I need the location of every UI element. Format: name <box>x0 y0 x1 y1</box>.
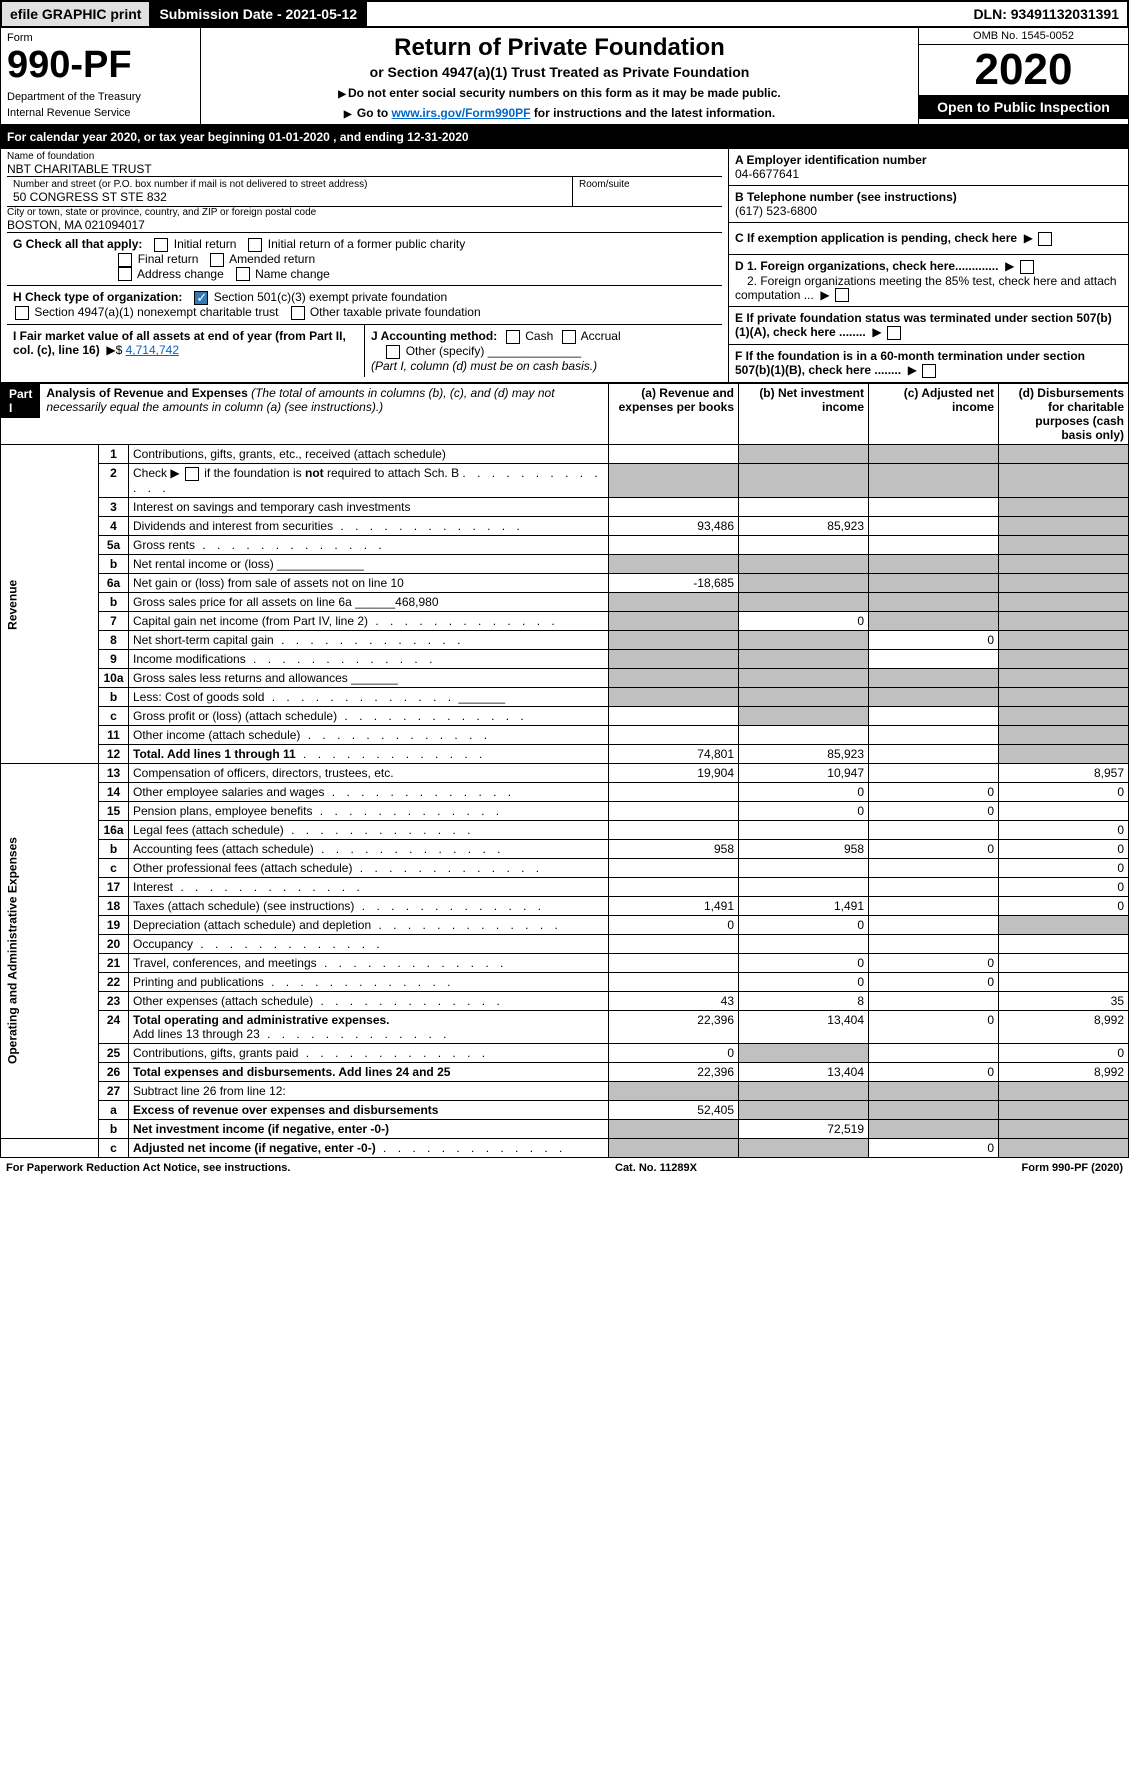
address-section: Name of foundation NBT CHARITABLE TRUST … <box>1 149 728 382</box>
form-number: 990-PF <box>7 44 194 87</box>
expenses-label: Operating and Administrative Expenses <box>1 763 99 1138</box>
phone-label: B Telephone number (see instructions) <box>735 190 957 204</box>
ein: 04-6677641 <box>735 167 799 181</box>
section-d1: D 1. Foreign organizations, check here..… <box>735 259 998 273</box>
foundation-name: NBT CHARITABLE TRUST <box>7 162 722 176</box>
dept-treasury: Department of the Treasury <box>7 91 194 103</box>
exemption-pending-checkbox[interactable] <box>1038 232 1052 246</box>
address-change-checkbox[interactable] <box>118 267 132 281</box>
accrual-checkbox[interactable] <box>562 330 576 344</box>
dln: DLN: 93491132031391 <box>965 2 1127 26</box>
tax-year: 2020 <box>919 45 1128 95</box>
irs-link[interactable]: www.irs.gov/Form990PF <box>392 106 531 120</box>
city-label: City or town, state or province, country… <box>7 207 722 218</box>
privacy-notice: Do not enter social security numbers on … <box>211 86 908 100</box>
name-change-checkbox[interactable] <box>236 267 250 281</box>
section-j: J Accounting method: Cash Accrual Other … <box>364 325 722 377</box>
status-terminated-checkbox[interactable] <box>887 326 901 340</box>
phone: (617) 523-6800 <box>735 204 817 218</box>
col-d-header: (d) Disbursements for charitable purpose… <box>999 384 1129 445</box>
cat-no: Cat. No. 11289X <box>615 1162 697 1174</box>
other-method-checkbox[interactable] <box>386 345 400 359</box>
irs-label: Internal Revenue Service <box>7 107 194 119</box>
section-g: G Check all that apply: Initial return I… <box>7 233 722 286</box>
instructions-notice: Go to www.irs.gov/Form990PF for instruct… <box>211 106 908 120</box>
sch-b-checkbox[interactable] <box>185 467 199 481</box>
section-d2: 2. Foreign organizations meeting the 85%… <box>735 274 1117 302</box>
room-label: Room/suite <box>579 179 716 190</box>
calendar-year: For calendar year 2020, or tax year begi… <box>0 125 1129 149</box>
section-h: H Check type of organization: Section 50… <box>7 286 722 325</box>
foreign-85-checkbox[interactable] <box>835 288 849 302</box>
col-b-header: (b) Net investment income <box>739 384 869 445</box>
part1-label: Part I <box>1 384 40 418</box>
header-left: Form 990-PF Department of the Treasury I… <box>1 28 201 124</box>
name-label: Name of foundation <box>7 151 722 162</box>
top-bar: efile GRAPHIC print Submission Date - 20… <box>0 0 1129 28</box>
initial-former-checkbox[interactable] <box>248 238 262 252</box>
omb-number: OMB No. 1545-0052 <box>919 28 1128 45</box>
street-address: 50 CONGRESS ST STE 832 <box>13 190 566 204</box>
submission-date: Submission Date - 2021-05-12 <box>151 2 367 26</box>
section-f: F If the foundation is in a 60-month ter… <box>735 349 1085 377</box>
section-i: I Fair market value of all assets at end… <box>7 325 364 377</box>
city-state-zip: BOSTON, MA 021094017 <box>7 218 722 232</box>
form-label: Form <box>7 32 194 44</box>
section-c: C If exemption application is pending, c… <box>735 231 1017 245</box>
header-right: OMB No. 1545-0052 2020 Open to Public In… <box>918 28 1128 124</box>
entity-block: Name of foundation NBT CHARITABLE TRUST … <box>0 149 1129 383</box>
paperwork-notice: For Paperwork Reduction Act Notice, see … <box>6 1162 290 1174</box>
part1-title: Analysis of Revenue and Expenses <box>46 386 247 400</box>
open-to-public: Open to Public Inspection <box>919 95 1128 119</box>
section-e: E If private foundation status was termi… <box>735 311 1112 339</box>
col-c-header: (c) Adjusted net income <box>869 384 999 445</box>
form-header: Form 990-PF Department of the Treasury I… <box>0 28 1129 125</box>
fmv-link[interactable]: 4,714,742 <box>126 343 179 357</box>
ein-label: A Employer identification number <box>735 153 927 167</box>
part1-table: Part I Analysis of Revenue and Expenses … <box>0 383 1129 1158</box>
form-title: Return of Private Foundation <box>211 34 908 62</box>
cash-checkbox[interactable] <box>506 330 520 344</box>
final-return-checkbox[interactable] <box>118 253 132 267</box>
foreign-org-checkbox[interactable] <box>1020 260 1034 274</box>
initial-return-checkbox[interactable] <box>154 238 168 252</box>
efile-button[interactable]: efile GRAPHIC print <box>2 2 151 26</box>
60month-checkbox[interactable] <box>922 364 936 378</box>
header-mid: Return of Private Foundation or Section … <box>201 28 918 124</box>
right-info-section: A Employer identification number 04-6677… <box>728 149 1128 382</box>
4947-checkbox[interactable] <box>15 306 29 320</box>
revenue-label: Revenue <box>1 445 99 764</box>
col-a-header: (a) Revenue and expenses per books <box>609 384 739 445</box>
form-ref: Form 990-PF (2020) <box>1022 1162 1123 1174</box>
addr-label: Number and street (or P.O. box number if… <box>13 179 566 190</box>
501c3-checkbox[interactable] <box>194 291 208 305</box>
other-taxable-checkbox[interactable] <box>291 306 305 320</box>
form-subtitle: or Section 4947(a)(1) Trust Treated as P… <box>211 64 908 80</box>
page-footer: For Paperwork Reduction Act Notice, see … <box>0 1158 1129 1178</box>
amended-return-checkbox[interactable] <box>210 253 224 267</box>
